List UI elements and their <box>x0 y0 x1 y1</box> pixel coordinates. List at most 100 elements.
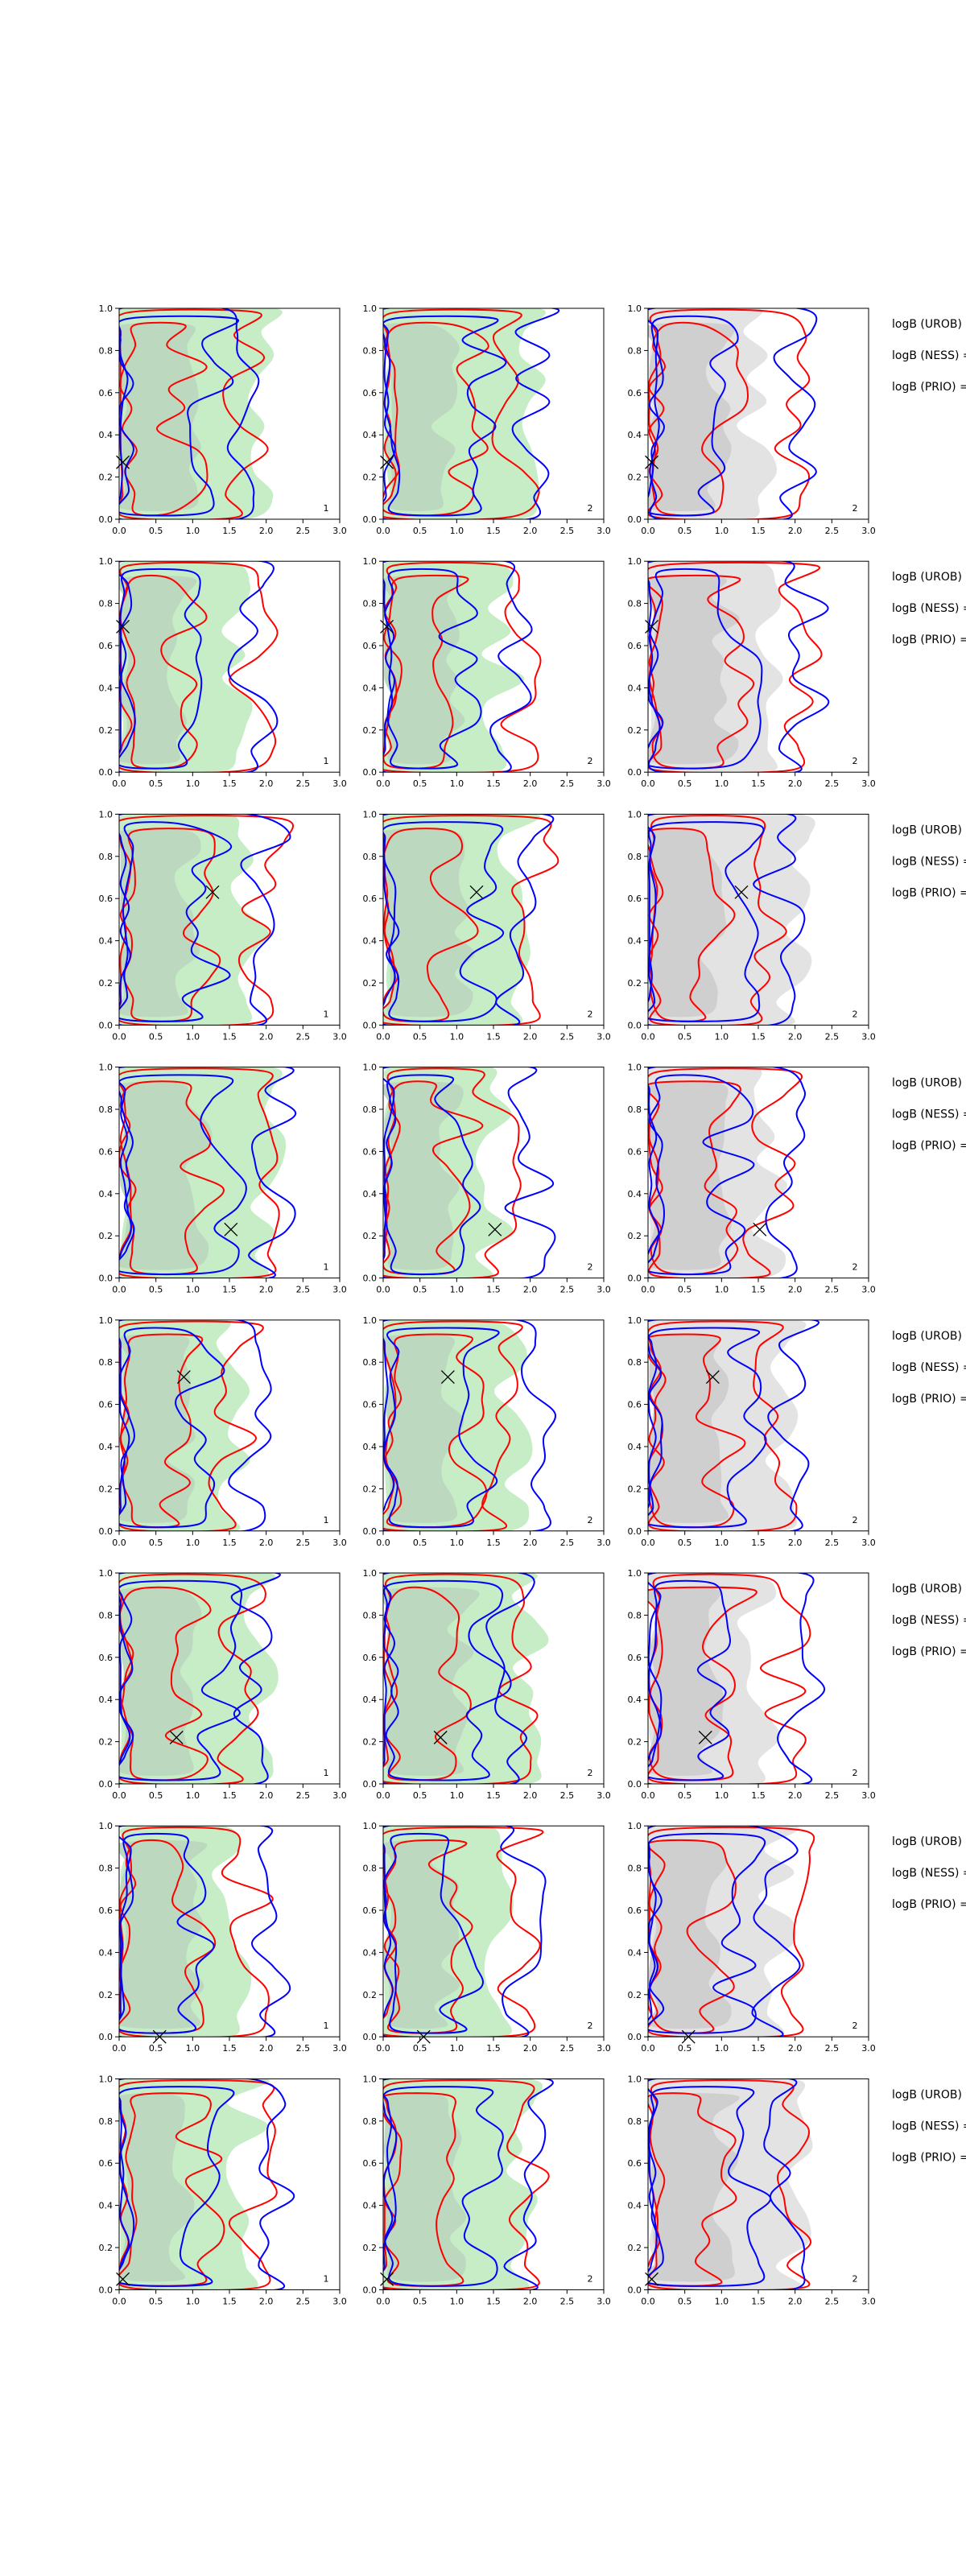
y-tick-label: 0.2 <box>628 2243 642 2253</box>
x-tick-label: 1.5 <box>751 778 766 789</box>
y-tick-label: 0.0 <box>99 1526 114 1537</box>
y-tick-label: 0.0 <box>99 2032 114 2042</box>
x-tick-label: 1.0 <box>186 1285 200 1295</box>
x-tick-label: 2.0 <box>788 526 803 536</box>
x-tick-label: 3.0 <box>861 1538 876 1548</box>
panel-r1-c2: 0.0 0.5 1.0 1.5 2.0 2.5 3.0 0.0 0.2 0.4 0.6 0.8 1.0 2 <box>363 303 611 536</box>
contour-series_b-2 <box>648 1319 820 1531</box>
x-tick-label: 1.5 <box>751 2043 766 2054</box>
contour-series_b-1 <box>119 1832 215 2034</box>
y-tick-label: 1.0 <box>363 1315 378 1326</box>
row-2-logb-label-2: logB (NESS) = <box>892 602 966 615</box>
y-tick-label: 0.6 <box>628 388 642 398</box>
y-tick-label: 0.6 <box>99 894 114 904</box>
y-tick-label: 1.0 <box>363 809 378 819</box>
inner-density-region <box>648 575 740 765</box>
x-tick-label: 1.0 <box>186 1538 200 1548</box>
row-5-logb-label-2: logB (NESS) = <box>892 1361 966 1374</box>
x-tick-label: 3.0 <box>332 2296 347 2306</box>
y-tick-label: 0.4 <box>99 1189 114 1199</box>
panel-label: 1 <box>324 2273 329 2284</box>
panel-label: 2 <box>588 503 593 514</box>
contour-series_b-2 <box>119 1067 297 1278</box>
row-5-logb-label-3: logB (PRIO) = <box>892 1393 966 1406</box>
y-tick-label: 0.6 <box>99 641 114 651</box>
x-tick-label: 1.0 <box>450 1538 464 1548</box>
x-tick-label: 0.0 <box>112 1285 126 1295</box>
x-tick-label: 1.5 <box>222 1031 237 1042</box>
row-8-logb-label-1: logB (UROB) = <box>892 2088 966 2101</box>
y-tick-label: 0.4 <box>99 1442 114 1452</box>
x-tick-label: 0.5 <box>678 1285 692 1295</box>
y-tick-label: 0.0 <box>628 767 642 778</box>
marker-x <box>698 1730 712 1744</box>
y-tick-label: 0.6 <box>363 1905 378 1916</box>
y-tick-label: 0.4 <box>628 430 642 440</box>
x-tick-label: 3.0 <box>861 526 876 536</box>
x-tick-label: 0.5 <box>678 1031 692 1042</box>
x-tick-label: 1.0 <box>186 1790 200 1801</box>
panel-r1-c1: 0.0 0.5 1.0 1.5 2.0 2.5 3.0 0.0 0.2 0.4 0.6 0.8 1.0 1 <box>99 303 347 536</box>
y-tick-label: 1.0 <box>99 303 114 314</box>
y-tick-label: 0.0 <box>628 2285 642 2295</box>
x-tick-label: 0.5 <box>413 1031 427 1042</box>
contour-series_a-1 <box>119 321 208 517</box>
panel-label: 2 <box>588 756 593 766</box>
y-tick-label: 0.8 <box>363 852 378 862</box>
marker-x <box>705 1370 720 1384</box>
contour-series_b-2 <box>383 1067 556 1278</box>
x-tick-label: 3.0 <box>861 778 876 789</box>
contour-series_b-2 <box>119 561 279 773</box>
panel-r4-c1: 0.0 0.5 1.0 1.5 2.0 2.5 3.0 0.0 0.2 0.4 0.6 0.8 1.0 1 <box>99 1063 347 1295</box>
x-tick-label: 2.0 <box>788 1285 803 1295</box>
marker-x <box>753 1222 767 1236</box>
y-tick-label: 1.0 <box>99 2074 114 2084</box>
y-tick-label: 0.2 <box>363 725 378 736</box>
y-tick-label: 0.2 <box>628 1484 642 1494</box>
inner-density-region <box>383 1334 464 1523</box>
y-tick-label: 0.8 <box>628 852 642 862</box>
x-tick-label: 0.0 <box>376 778 390 789</box>
x-tick-label: 1.5 <box>222 1285 237 1295</box>
x-tick-label: 3.0 <box>332 1031 347 1042</box>
y-tick-label: 0.4 <box>363 1442 378 1452</box>
x-tick-label: 2.5 <box>825 1790 840 1801</box>
x-tick-label: 0.0 <box>376 1031 390 1042</box>
y-tick-label: 0.6 <box>363 2158 378 2169</box>
x-tick-label: 1.0 <box>715 1538 729 1548</box>
y-tick-label: 0.8 <box>363 1104 378 1115</box>
y-tick-label: 1.0 <box>363 303 378 314</box>
inner-density-region <box>648 2093 740 2282</box>
y-tick-label: 0.0 <box>363 514 378 525</box>
contour-series_b-1 <box>119 2086 235 2287</box>
x-tick-label: 2.0 <box>788 2296 803 2306</box>
x-tick-label: 2.5 <box>296 778 311 789</box>
y-tick-label: 0.2 <box>99 1990 114 2000</box>
panel-label: 1 <box>324 1768 329 1778</box>
x-tick-label: 1.5 <box>751 1285 766 1295</box>
y-tick-label: 0.2 <box>628 1737 642 1748</box>
x-tick-label: 2.5 <box>296 1031 311 1042</box>
y-tick-label: 0.0 <box>628 1274 642 1284</box>
marker-x <box>488 1222 502 1236</box>
y-tick-label: 0.6 <box>363 894 378 904</box>
marker-x <box>169 1730 184 1744</box>
panel-label: 2 <box>852 2021 858 2031</box>
y-tick-label: 0.6 <box>99 388 114 398</box>
x-tick-label: 1.5 <box>486 526 501 536</box>
inner-density-region <box>383 828 475 1018</box>
y-tick-label: 1.0 <box>99 1821 114 1831</box>
x-tick-label: 2.5 <box>825 778 840 789</box>
panel-r7-c2: 0.0 0.5 1.0 1.5 2.0 2.5 3.0 0.0 0.2 0.4 0.6 0.8 1.0 2 <box>363 1821 611 2054</box>
y-tick-label: 0.0 <box>628 1526 642 1537</box>
y-tick-label: 1.0 <box>363 556 378 567</box>
x-tick-label: 2.0 <box>259 1031 274 1042</box>
y-tick-label: 0.4 <box>363 430 378 440</box>
y-tick-label: 0.6 <box>363 1653 378 1663</box>
y-tick-label: 0.8 <box>99 345 114 356</box>
x-tick-label: 3.0 <box>332 526 347 536</box>
contour-series_b-1 <box>119 821 233 1022</box>
panel-label: 2 <box>588 2273 593 2284</box>
y-tick-label: 1.0 <box>99 1315 114 1326</box>
x-tick-label: 0.0 <box>641 1031 655 1042</box>
